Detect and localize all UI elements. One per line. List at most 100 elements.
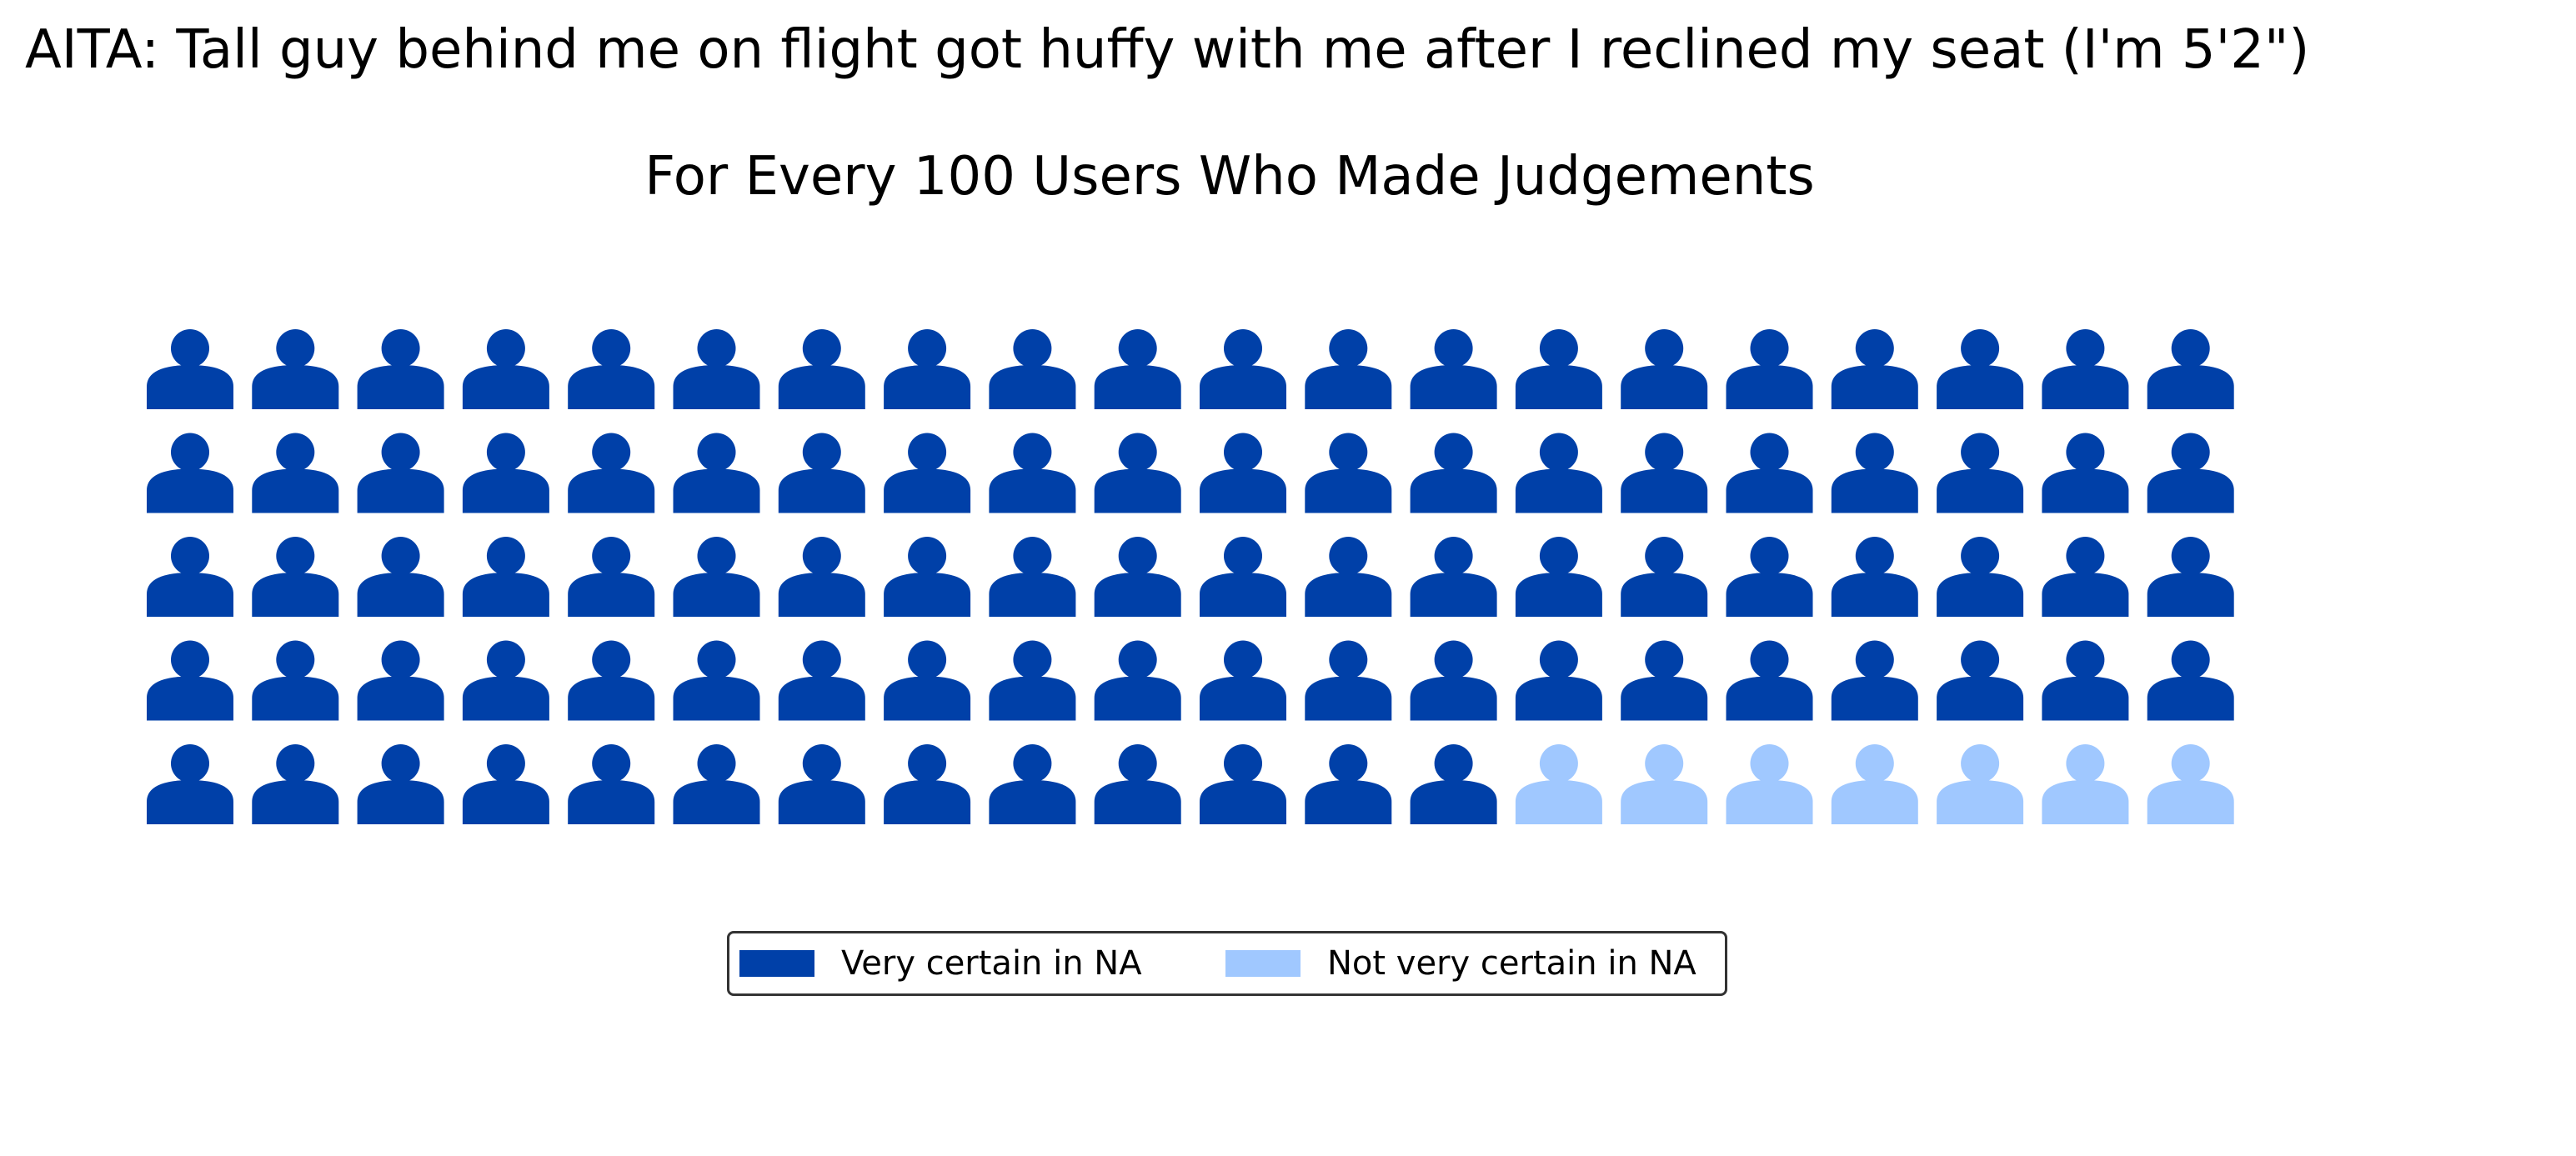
person-icon-head bbox=[1961, 537, 2000, 575]
person-icon-body bbox=[1937, 676, 2024, 721]
person-icon-body bbox=[2042, 365, 2129, 409]
person-icon-head bbox=[1645, 329, 1684, 368]
person-icon-head bbox=[1329, 640, 1368, 679]
person-icon-body bbox=[252, 468, 339, 513]
person-icon-head bbox=[2171, 329, 2210, 368]
person-icon-body bbox=[1726, 365, 1813, 409]
person-icon bbox=[1410, 329, 1497, 409]
person-icon-body bbox=[673, 676, 760, 721]
legend-swatch-very-certain bbox=[739, 950, 814, 977]
person-icon bbox=[252, 640, 339, 721]
person-icon bbox=[1726, 433, 1813, 513]
person-icon-head bbox=[908, 433, 947, 472]
person-icon-body bbox=[568, 468, 655, 513]
person-icon bbox=[884, 329, 971, 409]
person-icon-body bbox=[462, 780, 549, 824]
person-icon bbox=[1621, 744, 1708, 824]
person-icon-head bbox=[697, 640, 736, 679]
person-icon-head bbox=[908, 329, 947, 368]
person-icon-head bbox=[276, 433, 315, 472]
person-icon bbox=[1831, 329, 1918, 409]
person-icon-head bbox=[1961, 744, 2000, 783]
person-icon bbox=[1937, 744, 2024, 824]
person-icon-body bbox=[462, 573, 549, 617]
person-icon-head bbox=[1013, 329, 1052, 368]
person-icon bbox=[2147, 640, 2234, 721]
person-icon-head bbox=[802, 433, 841, 472]
person-icon bbox=[568, 537, 655, 617]
person-icon bbox=[989, 433, 1076, 513]
person-icon bbox=[1305, 433, 1392, 513]
person-icon-head bbox=[1118, 744, 1157, 783]
chart-legend: Very certain in NA Not very certain in N… bbox=[727, 931, 1727, 996]
person-icon-head bbox=[1013, 537, 1052, 575]
person-icon bbox=[1305, 744, 1392, 824]
person-icon-body bbox=[1937, 573, 2024, 617]
person-icon-body bbox=[2147, 780, 2234, 824]
person-icon-head bbox=[1855, 537, 1894, 575]
person-icon bbox=[462, 744, 549, 824]
person-icon-head bbox=[171, 329, 209, 368]
person-icon bbox=[357, 744, 444, 824]
person-icon-head bbox=[171, 744, 209, 783]
person-icon-head bbox=[1855, 744, 1894, 783]
person-icon-head bbox=[1750, 744, 1789, 783]
person-icon-body bbox=[462, 365, 549, 409]
person-icon-body bbox=[884, 573, 971, 617]
person-icon-head bbox=[486, 744, 525, 783]
person-icon-body bbox=[1937, 468, 2024, 513]
person-icon bbox=[1410, 537, 1497, 617]
person-icon-head bbox=[802, 744, 841, 783]
person-icon bbox=[778, 537, 865, 617]
person-icon bbox=[568, 744, 655, 824]
person-icon bbox=[1726, 537, 1813, 617]
person-icon-head bbox=[2171, 433, 2210, 472]
person-icon bbox=[1410, 433, 1497, 513]
person-icon-head bbox=[1750, 433, 1789, 472]
person-icon bbox=[1726, 329, 1813, 409]
person-icon-body bbox=[1621, 780, 1708, 824]
person-icon-body bbox=[2147, 468, 2234, 513]
person-icon-body bbox=[568, 676, 655, 721]
person-icon-body bbox=[1726, 468, 1813, 513]
person-icon-body bbox=[1726, 573, 1813, 617]
person-icon-body bbox=[1621, 468, 1708, 513]
person-icon bbox=[1937, 537, 2024, 617]
person-icon-head bbox=[1539, 537, 1578, 575]
person-icon-body bbox=[778, 780, 865, 824]
person-icon-body bbox=[1305, 468, 1392, 513]
person-icon-head bbox=[1329, 537, 1368, 575]
person-icon-body bbox=[1200, 780, 1286, 824]
person-icon-head bbox=[2066, 433, 2105, 472]
person-icon-body bbox=[1831, 676, 1918, 721]
person-icon-head bbox=[276, 537, 315, 575]
person-icon-head bbox=[1645, 640, 1684, 679]
person-icon-body bbox=[147, 468, 233, 513]
person-icon bbox=[1200, 329, 1286, 409]
person-icon-body bbox=[252, 780, 339, 824]
person-icon bbox=[1094, 329, 1181, 409]
person-icon-body bbox=[1305, 573, 1392, 617]
person-icon-body bbox=[1621, 365, 1708, 409]
person-icon bbox=[1937, 433, 2024, 513]
person-icon-body bbox=[989, 365, 1076, 409]
person-icon-body bbox=[357, 468, 444, 513]
person-icon-head bbox=[1855, 433, 1894, 472]
person-icon bbox=[1200, 433, 1286, 513]
person-icon bbox=[989, 537, 1076, 617]
person-icon bbox=[147, 744, 233, 824]
person-icon bbox=[1515, 329, 1602, 409]
person-icon-body bbox=[252, 676, 339, 721]
person-icon bbox=[1515, 537, 1602, 617]
person-icon-head bbox=[1118, 537, 1157, 575]
person-icon bbox=[462, 433, 549, 513]
person-icon-body bbox=[1621, 573, 1708, 617]
person-icon-head bbox=[802, 329, 841, 368]
person-icon bbox=[1094, 433, 1181, 513]
person-icon-body bbox=[1937, 780, 2024, 824]
person-icon bbox=[2147, 433, 2234, 513]
person-icon-head bbox=[1855, 640, 1894, 679]
person-icon bbox=[673, 744, 760, 824]
legend-item-very-certain: Very certain in NA bbox=[739, 933, 1142, 993]
